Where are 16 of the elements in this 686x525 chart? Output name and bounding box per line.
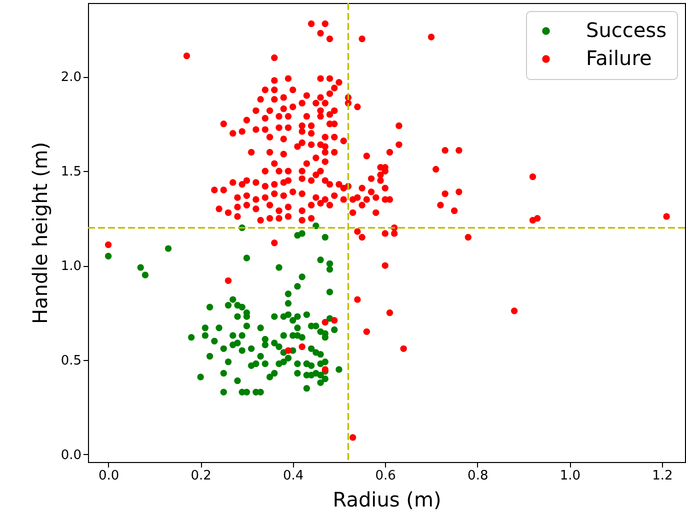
y-tick-label: 1.0 (60, 259, 82, 274)
x-tick-label: 0.4 (283, 468, 304, 484)
y-axis-title: Handle height (m) (28, 142, 52, 324)
legend-label: Success (586, 18, 667, 42)
x-axis-title: Radius (m) (332, 488, 442, 512)
x-tick-label: 1.0 (560, 468, 581, 484)
x-tick-label: 1.2 (652, 468, 673, 484)
y-tick-label: 0.5 (60, 354, 82, 368)
y-tick-label: 1.5 (60, 164, 82, 180)
x-tick-label: 0.8 (468, 468, 488, 484)
legend-label: Failure (586, 46, 652, 70)
y-tick-label: 0.0 (60, 448, 82, 463)
x-tick-label: 0.6 (375, 468, 396, 484)
x-tick-label: 0.2 (190, 468, 212, 484)
x-tick-label: 0.0 (98, 468, 120, 484)
y-tick-label: 2.0 (60, 70, 82, 86)
